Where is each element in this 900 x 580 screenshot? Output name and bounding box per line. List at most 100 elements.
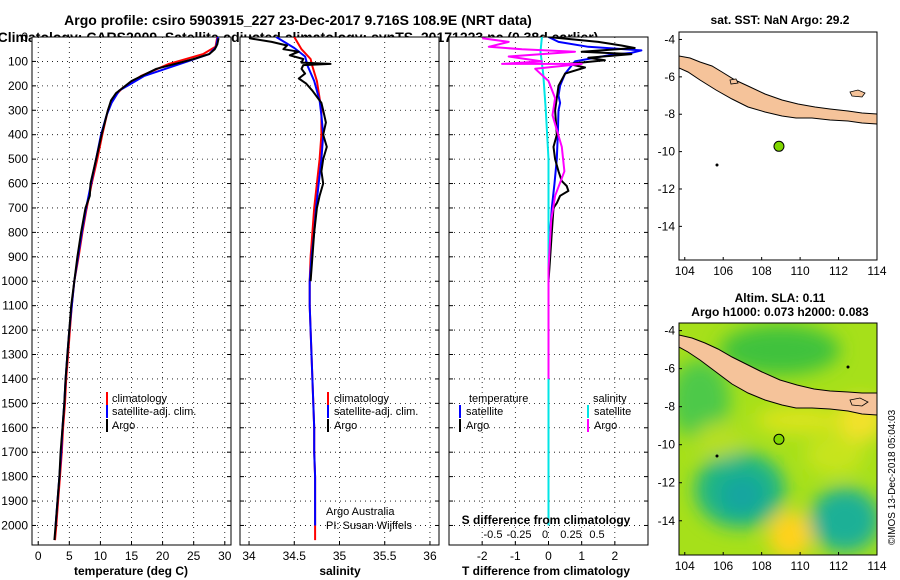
legend-s-satellite: satellite xyxy=(594,406,631,418)
imos-credit: ©IMOS 13-Dec-2018 05:04:03 xyxy=(887,409,898,545)
map-x-tick-label: 110 xyxy=(791,559,810,573)
island-east xyxy=(849,397,869,407)
map-sst-title: sat. SST: NaN Argo: 29.2 xyxy=(711,13,850,27)
depth-tick-label: 1000 xyxy=(1,274,28,288)
depth-tick-label: 1100 xyxy=(2,299,28,313)
temperature-legend: climatology satellite-adj. clim. Argo xyxy=(106,392,196,432)
series-argo xyxy=(248,37,332,282)
map-y-tick-label: -12 xyxy=(658,182,676,196)
map-sla-title: Altim. SLA: 0.11 xyxy=(735,291,826,305)
map-y-tick-label: -14 xyxy=(658,219,676,233)
x-tick-label: 20 xyxy=(156,549,170,563)
difference-legend: temperature satellite Argo salinity sate… xyxy=(459,393,631,432)
annotation-pi: PI: Susan Wijffels xyxy=(326,520,412,532)
series-group xyxy=(248,37,332,541)
temperature-panel: 0 5 10 15 20 25 30 xyxy=(31,36,232,563)
depth-tick-label: 1200 xyxy=(1,323,28,337)
map-x-tick-label: 108 xyxy=(752,559,772,573)
s-diff-tick-label: 0 xyxy=(542,529,548,541)
x-tick-label: 10 xyxy=(94,549,108,563)
x-tick-label: 1 xyxy=(578,549,585,563)
christmas-island xyxy=(715,163,719,167)
x-tick-label: 36 xyxy=(423,549,437,563)
map-y-tick-label: -8 xyxy=(664,400,675,414)
t-difference-axis-label: T difference from climatology xyxy=(462,564,630,578)
float-position-marker xyxy=(773,433,785,445)
map-sst xyxy=(678,31,878,261)
map-x-tick-label: 114 xyxy=(867,264,886,278)
x-tick-label: 34 xyxy=(242,549,256,563)
map-x-tick-label: 112 xyxy=(829,264,848,278)
s-diff-tick-label: 0.5 xyxy=(589,529,604,541)
depth-tick-label: 700 xyxy=(8,201,28,215)
map-y-tick-label: -10 xyxy=(658,145,676,159)
map-sla-frame xyxy=(678,322,878,556)
depth-tick-label: 300 xyxy=(8,103,28,117)
series-salinity-argo xyxy=(482,37,583,379)
map-x-tick-label: 104 xyxy=(675,559,695,573)
depth-tick-label: 2000 xyxy=(1,518,28,532)
x-tick-label: 30 xyxy=(218,549,232,563)
depth-axis-labels: 0 100 200 300 400 500 600 700 800 900 1000 1100 1200… xyxy=(1,30,28,532)
x-tick-label: 5 xyxy=(66,549,73,563)
map-sst-axes: 104 106 108 110 112 114 -4 -6 -8 -10 -12 -14 xyxy=(658,32,887,278)
legend-satellite: satellite-adj. clim. xyxy=(334,406,418,418)
annotation-argo-australia: Argo Australia xyxy=(326,506,395,518)
salinity-panel: 34 34.5 35 35.5 36 xyxy=(239,36,440,563)
difference-panel: -2 -1 0 1 2 -0.5 -0.25 0 0.25 0.5 xyxy=(448,36,649,563)
depth-tick-label: 200 xyxy=(8,79,28,93)
legend-argo: Argo xyxy=(112,420,135,432)
map-y-tick-label: -8 xyxy=(664,107,675,121)
s-diff-tick-label: 0.25 xyxy=(560,529,581,541)
legend-argo: Argo xyxy=(334,420,357,432)
map-y-tick-label: -4 xyxy=(664,32,675,46)
java-coast xyxy=(679,55,877,125)
x-tick-label: 15 xyxy=(125,549,139,563)
sla-field-blobs xyxy=(679,325,877,555)
map-x-tick-label: 106 xyxy=(713,264,733,278)
island-east xyxy=(849,89,866,98)
s-difference-axis-label: S difference from climatology xyxy=(462,513,631,527)
plot-frame xyxy=(31,36,232,546)
x-tick-label: 34.5 xyxy=(283,549,307,563)
legend-satellite: satellite-adj. clim. xyxy=(112,406,196,418)
x-tick-label: 25 xyxy=(187,549,201,563)
series-group xyxy=(482,37,643,526)
depth-tick-label: 100 xyxy=(8,54,28,68)
legend-temperature-heading: temperature xyxy=(469,393,528,405)
x-tick-label: 35.5 xyxy=(373,549,397,563)
depth-tick-label: 1400 xyxy=(1,372,28,386)
island-north xyxy=(729,78,739,85)
map-y-tick-label: -6 xyxy=(664,70,675,84)
s-diff-tick-label: -0.25 xyxy=(506,529,531,541)
series-group xyxy=(53,37,220,541)
salinity-legend: climatology satellite-adj. clim. Argo xyxy=(327,392,418,432)
depth-tick-label: 500 xyxy=(8,152,28,166)
map-x-tick-label: 112 xyxy=(829,559,848,573)
depth-tick-label: 1700 xyxy=(1,445,28,459)
x-tick-label: 2 xyxy=(611,549,618,563)
depth-tick-label: 600 xyxy=(8,177,28,191)
legend-climatology: climatology xyxy=(334,393,390,405)
x-tick-label: 0 xyxy=(35,549,42,563)
x-tick-label: 0 xyxy=(545,549,552,563)
depth-tick-label: 800 xyxy=(8,225,28,239)
depth-tick-label: 1600 xyxy=(1,421,28,435)
islet xyxy=(846,365,850,369)
map-x-tick-label: 110 xyxy=(791,264,810,278)
map-y-tick-label: -14 xyxy=(658,514,676,528)
depth-tick-label: 900 xyxy=(8,250,28,264)
x-tick-label: 35 xyxy=(333,549,347,563)
figure-title-line1: Argo profile: csiro 5903915_227 23-Dec-2… xyxy=(64,12,532,28)
legend-climatology: climatology xyxy=(112,393,168,405)
map-x-tick-label: 106 xyxy=(713,559,733,573)
depth-tick-label: 1500 xyxy=(1,396,28,410)
salinity-axis-label: salinity xyxy=(319,564,361,578)
map-y-tick-label: -10 xyxy=(658,438,676,452)
map-x-tick-label: 104 xyxy=(675,264,695,278)
float-position-marker xyxy=(773,140,785,152)
legend-salinity-heading: salinity xyxy=(593,393,627,405)
s-diff-tick-label: -0.5 xyxy=(484,529,503,541)
series-argo xyxy=(53,37,220,541)
